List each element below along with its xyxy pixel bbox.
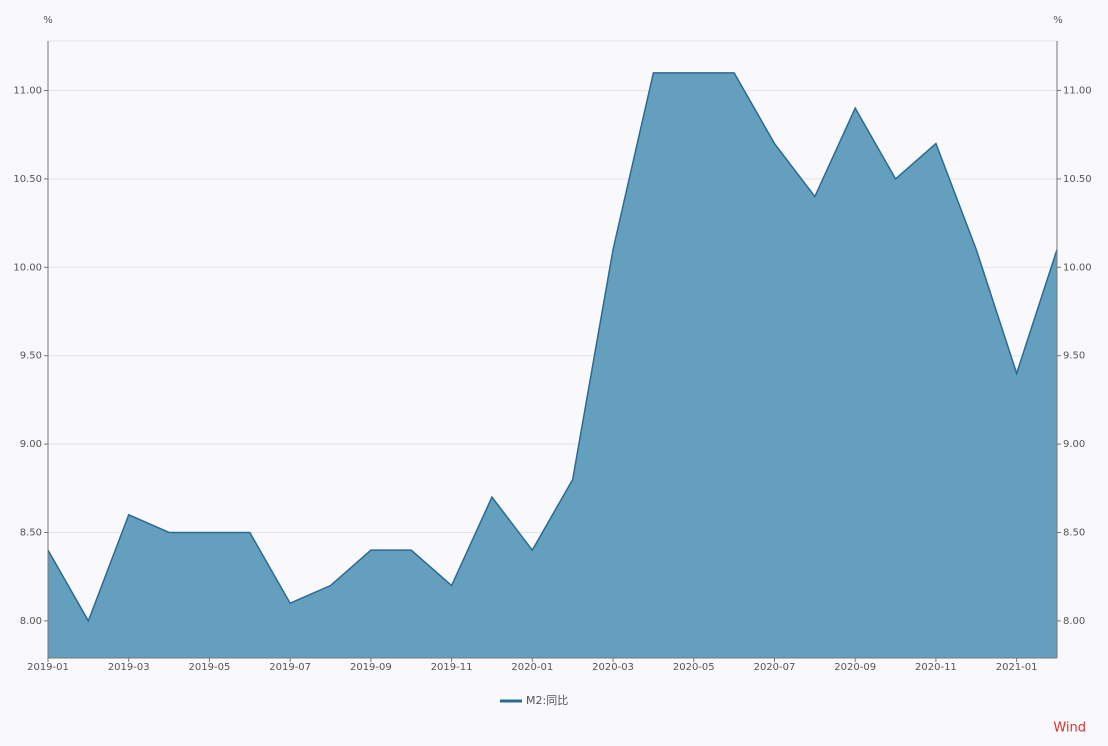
y-tick-label: 8.50 (20, 527, 42, 538)
x-tick-label: 2019-01 (27, 662, 69, 673)
y-tick-label: 10.00 (13, 262, 42, 273)
y2-tick-label: 9.00 (1063, 439, 1085, 450)
y-tick-label: 11.00 (13, 86, 42, 97)
x-tick-label: 2020-01 (511, 662, 553, 673)
y2-tick-label: 8.50 (1063, 527, 1085, 538)
x-tick-label: 2020-05 (673, 662, 715, 673)
y2-tick-label: 9.50 (1063, 351, 1085, 362)
y-tick-label: 10.50 (13, 174, 42, 185)
x-tick-label: 2020-11 (915, 662, 957, 673)
x-tick-label: 2020-07 (754, 662, 796, 673)
legend-label: M2:同比 (526, 694, 568, 707)
y-tick-label: 9.50 (20, 351, 42, 362)
y2-tick-label: 10.00 (1063, 262, 1092, 273)
x-tick-label: 2019-03 (108, 662, 150, 673)
watermark: Wind (1053, 721, 1086, 736)
y-tick-label: 9.00 (20, 439, 42, 450)
x-tick-label: 2019-05 (189, 662, 231, 673)
x-tick-label: 2019-07 (269, 662, 311, 673)
x-tick-label: 2020-09 (834, 662, 876, 673)
x-tick-label: 2020-03 (592, 662, 634, 673)
y-tick-label: 8.00 (20, 616, 42, 627)
x-tick-label: 2019-09 (350, 662, 392, 673)
y2-unit: % (1053, 15, 1063, 26)
y2-tick-label: 11.00 (1063, 86, 1092, 97)
y-unit: % (43, 15, 53, 26)
y2-tick-label: 10.50 (1063, 174, 1092, 185)
line (47, 72, 1058, 623)
area (48, 72, 1057, 659)
x-tick-label: 2019-11 (431, 662, 473, 673)
y2-tick-label: 8.00 (1063, 616, 1085, 627)
x-tick-label: 2021-01 (996, 662, 1038, 673)
